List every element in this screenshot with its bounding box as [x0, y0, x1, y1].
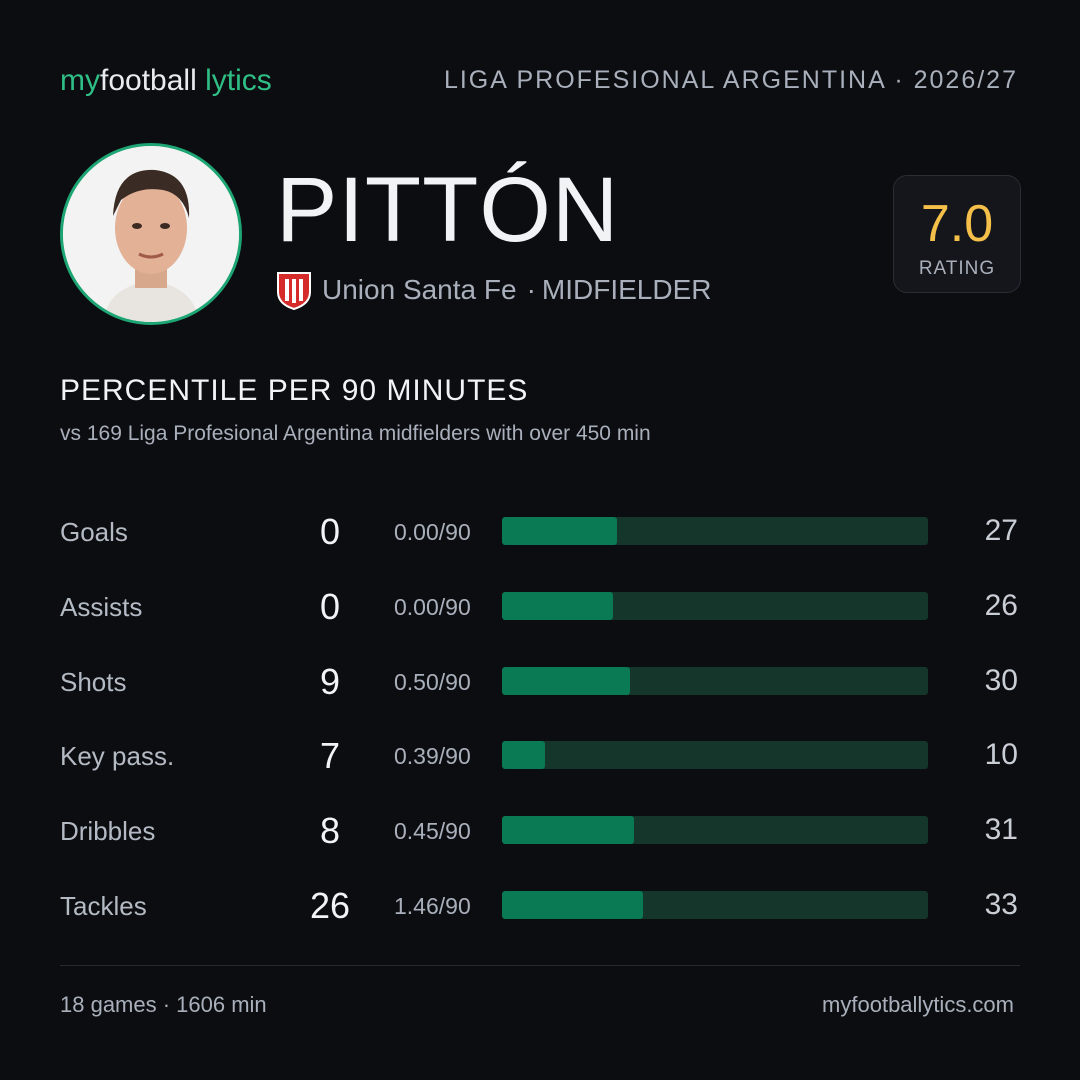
stat-total: 7 [319, 735, 341, 777]
bar-track [502, 816, 928, 845]
bar-track [502, 891, 928, 919]
percentile-bar [502, 517, 618, 545]
brand-my: my [60, 64, 100, 97]
stat-row: Goals 0 0.00/90 27 [60, 511, 1020, 552]
stat-label: Goals [60, 517, 128, 547]
footer-right: myfootballytics.com [822, 992, 1014, 1017]
divider [60, 965, 1020, 966]
stat-per90: 0.00/90 [394, 519, 471, 545]
brand-football: football [100, 64, 197, 97]
team-line: Union Santa Fe · MIDFIELDER [276, 270, 711, 310]
team-crest [277, 272, 311, 310]
stat-percentile: 33 [984, 888, 1018, 921]
stat-percentile: 31 [984, 813, 1018, 847]
league: LIGA PROFESIONAL ARGENTINA · 2026/27 [443, 66, 1018, 94]
stat-total: 26 [309, 885, 351, 926]
stat-per90: 0.50/90 [394, 668, 471, 695]
rating-label: RATING [918, 258, 996, 279]
percentile-bar [502, 591, 613, 620]
stat-total: 0 [319, 511, 341, 552]
stat-percentile: 10 [984, 738, 1018, 772]
percentile-bar [502, 891, 643, 919]
stat-percentile: 26 [984, 588, 1018, 622]
section-title: PERCENTILE PER 90 MINUTES [60, 374, 529, 407]
player-name: PITTÓN [276, 159, 620, 261]
percentile-bar [502, 666, 630, 695]
photo-illustration [63, 146, 239, 322]
stat-row: Shots 9 0.50/90 30 [60, 660, 1020, 702]
stat-label: Tackles [60, 891, 147, 921]
separator: · [526, 274, 536, 305]
rating-value: 7.0 [920, 195, 994, 253]
brand: myfootball lytics [60, 64, 272, 98]
percentile-bar [502, 741, 545, 770]
bar-track [502, 591, 928, 620]
stat-per90: 0.39/90 [394, 743, 471, 770]
stat-total: 0 [319, 585, 341, 627]
stat-label: Shots [60, 666, 127, 697]
bar-track [502, 517, 928, 545]
section-subtitle: vs 169 Liga Profesional Argentina midfie… [60, 422, 651, 445]
stat-label: Assists [60, 591, 143, 622]
position: MIDFIELDER [541, 274, 712, 305]
stat-percentile: 30 [984, 663, 1018, 697]
footer-left: 18 games · 1606 min [60, 992, 267, 1017]
stat-row: Tackles 26 1.46/90 33 [60, 885, 1020, 926]
stat-total: 9 [319, 660, 341, 702]
stat-row: Assists 0 0.00/90 26 [60, 585, 1020, 627]
stat-percentile: 27 [984, 514, 1018, 547]
player-photo [60, 143, 242, 325]
rating-box: 7.0 RATING [893, 175, 1021, 293]
percentile-bar [502, 816, 635, 845]
stat-row: Dribbles 8 0.45/90 31 [60, 810, 1020, 852]
bar-track [502, 666, 928, 695]
stat-per90: 1.46/90 [394, 893, 471, 919]
stat-row: Key pass. 7 0.39/90 10 [60, 735, 1020, 777]
bar-track [502, 741, 928, 770]
stat-total: 8 [319, 810, 341, 852]
stat-label: Dribbles [60, 816, 156, 847]
stat-per90: 0.45/90 [394, 818, 471, 845]
stat-per90: 0.00/90 [394, 593, 471, 620]
team-name: Union Santa Fe [322, 274, 517, 305]
stat-label: Key pass. [60, 741, 175, 772]
brand-lytics: lytics [205, 64, 272, 97]
